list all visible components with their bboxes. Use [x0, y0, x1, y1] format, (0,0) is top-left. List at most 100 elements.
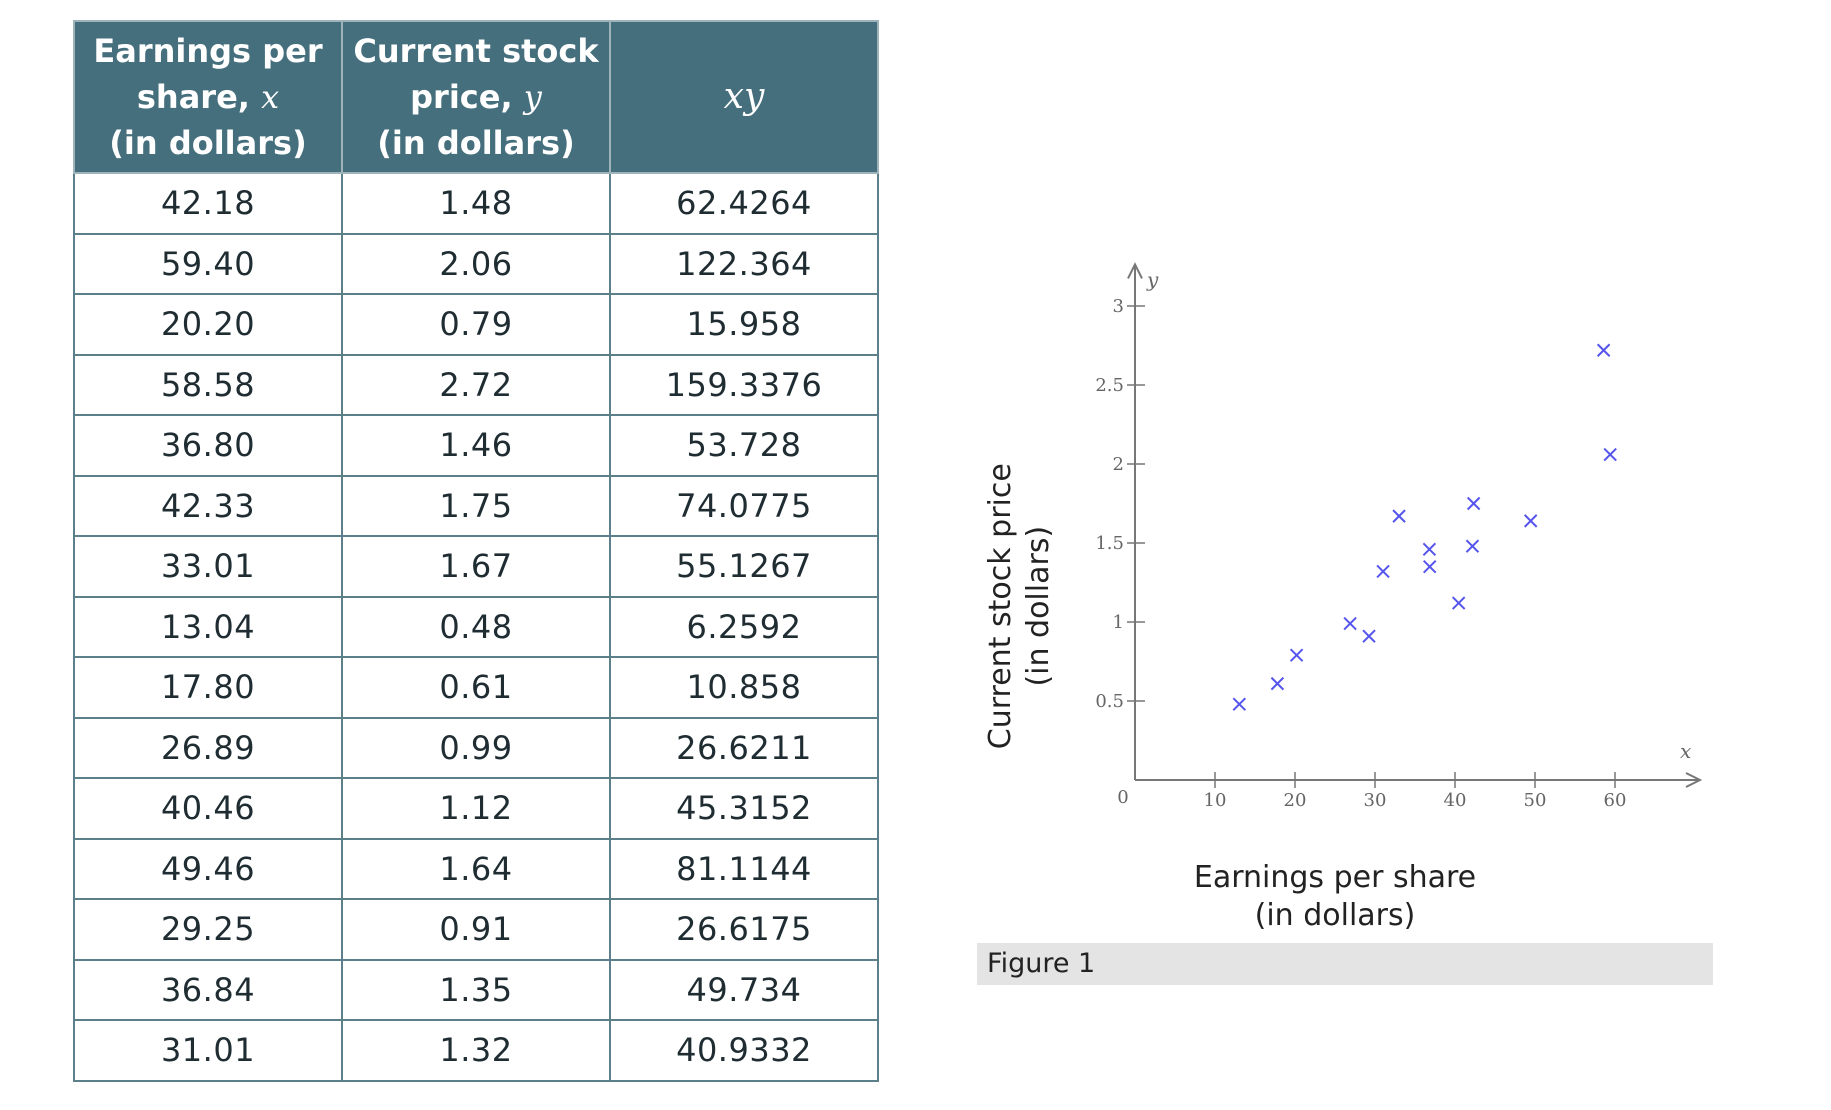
table-row: 29.25 0.91 26.6175: [73, 898, 879, 961]
earnings-cell: 20.20: [73, 293, 343, 356]
table-row: 26.89 0.99 26.6211: [73, 716, 879, 779]
header-earnings: Earnings per share, x (in dollars): [73, 20, 343, 174]
earnings-cell: 17.80: [73, 656, 343, 719]
stock-price-cell: 0.48: [341, 595, 611, 658]
table-row: 42.33 1.75 74.0775: [73, 474, 879, 537]
scatter-chart: x y 0 10 20 30 40 50 60 0.5 1 1.5 2 2.5 3 Earnings per …: [960, 200, 1720, 1000]
xy-cell: 40.9332: [609, 1019, 879, 1082]
table-row: 58.58 2.72 159.3376: [73, 353, 879, 416]
stock-price-cell: 1.12: [341, 777, 611, 840]
earnings-cell: 36.80: [73, 414, 343, 477]
y-axis-title-line1: Current stock price: [983, 463, 1018, 749]
table-row: 42.18 1.48 62.4264: [73, 172, 879, 235]
scatter-point: [1289, 648, 1304, 662]
stock-price-cell: 0.91: [341, 898, 611, 961]
header-earnings-line1: Earnings per: [93, 32, 323, 70]
earnings-cell: 59.40: [73, 232, 343, 295]
xy-cell: 26.6211: [609, 716, 879, 779]
x-axis-arrow: [1685, 772, 1703, 788]
y-tick-label: 2.5: [1095, 375, 1124, 396]
stock-price-cell: 1.35: [341, 958, 611, 1021]
xy-cell: 81.1144: [609, 837, 879, 900]
xy-cell: 74.0775: [609, 474, 879, 537]
scatter-point: [1232, 697, 1247, 711]
scatter-chart-svg: x y 0 10 20 30 40 50 60 0.5 1 1.5 2 2.5 3 Earnings per …: [983, 262, 1703, 933]
stock-price-cell: 1.67: [341, 535, 611, 598]
x-tick-label: 20: [1284, 790, 1307, 811]
xy-cell: 55.1267: [609, 535, 879, 598]
xy-cell: 62.4264: [609, 172, 879, 235]
earnings-cell: 26.89: [73, 716, 343, 779]
y-tick-label: 1.5: [1095, 533, 1124, 554]
xy-cell: 53.728: [609, 414, 879, 477]
table-row: 36.84 1.35 49.734: [73, 958, 879, 1021]
x-tick-label: 40: [1444, 790, 1467, 811]
xy-cell: 159.3376: [609, 353, 879, 416]
data-table: Earnings per share, x (in dollars) Curre…: [73, 20, 879, 1082]
stock-price-cell: 0.61: [341, 656, 611, 719]
scatter-point: [1422, 542, 1437, 557]
xy-cell: 49.734: [609, 958, 879, 1021]
table-row: 59.40 2.06 122.364: [73, 232, 879, 295]
y-tick-label: 0.5: [1095, 691, 1124, 712]
earnings-cell: 13.04: [73, 595, 343, 658]
table-row: 40.46 1.12 45.3152: [73, 777, 879, 840]
earnings-cell: 49.46: [73, 837, 343, 900]
earnings-cell: 29.25: [73, 898, 343, 961]
x-tick-label: 60: [1604, 790, 1627, 811]
x-tick-label: 30: [1364, 790, 1387, 811]
earnings-cell: 33.01: [73, 535, 343, 598]
scatter-point: [1270, 676, 1285, 691]
stock-price-cell: 1.64: [341, 837, 611, 900]
earnings-cell: 58.58: [73, 353, 343, 416]
scatter-point: [1596, 343, 1611, 357]
table-row: 20.20 0.79 15.958: [73, 293, 879, 356]
xy-cell: 45.3152: [609, 777, 879, 840]
header-stock-price-line1: Current stock: [353, 32, 599, 70]
stock-price-cell: 2.72: [341, 353, 611, 416]
x-axis-title-line2: (in dollars): [1255, 898, 1416, 933]
table-row: 36.80 1.46 53.728: [73, 414, 879, 477]
figure-caption: Figure 1: [977, 943, 1713, 985]
scatter-point: [1392, 509, 1406, 523]
header-earnings-line2: share,: [136, 78, 262, 116]
table-row: 33.01 1.67 55.1267: [73, 535, 879, 598]
header-stock-price-line2: price,: [410, 78, 524, 116]
stock-price-cell: 1.32: [341, 1019, 611, 1082]
y-tick-label: 1: [1113, 612, 1124, 633]
y-axis-arrow: [1127, 262, 1143, 279]
header-stock-price: Current stock price, y (in dollars): [341, 20, 611, 174]
origin-label: 0: [1117, 787, 1128, 808]
x-tick-label: 50: [1524, 790, 1547, 811]
header-stock-price-line3: (in dollars): [377, 124, 575, 162]
header-xy: xy: [609, 20, 879, 174]
y-axis-var-label: y: [1146, 267, 1159, 291]
earnings-cell: 42.18: [73, 172, 343, 235]
xy-cell: 26.6175: [609, 898, 879, 961]
y-tick-label: 2: [1113, 454, 1124, 475]
header-earnings-var: x: [261, 78, 280, 116]
scatter-point: [1523, 514, 1538, 528]
earnings-cell: 36.84: [73, 958, 343, 1021]
stock-price-cell: 1.48: [341, 172, 611, 235]
xy-cell: 6.2592: [609, 595, 879, 658]
scatter-point: [1466, 496, 1481, 511]
scatter-point: [1362, 629, 1376, 643]
stock-price-cell: 0.79: [341, 293, 611, 356]
table-row: 49.46 1.64 81.1144: [73, 837, 879, 900]
scatter-point: [1343, 616, 1357, 631]
x-axis-title-line1: Earnings per share: [1194, 860, 1476, 895]
table-row: 31.01 1.32 40.9332: [73, 1019, 879, 1082]
xy-cell: 122.364: [609, 232, 879, 295]
table-row: 13.04 0.48 6.2592: [73, 595, 879, 658]
earnings-cell: 31.01: [73, 1019, 343, 1082]
scatter-point: [1423, 559, 1437, 574]
earnings-cell: 42.33: [73, 474, 343, 537]
y-axis-title-line2: (in dollars): [1021, 526, 1056, 687]
stock-price-cell: 1.46: [341, 414, 611, 477]
y-tick-label: 3: [1113, 296, 1124, 317]
earnings-cell: 40.46: [73, 777, 343, 840]
scatter-point: [1603, 447, 1617, 462]
x-tick-label: 10: [1204, 790, 1227, 811]
xy-cell: 15.958: [609, 293, 879, 356]
